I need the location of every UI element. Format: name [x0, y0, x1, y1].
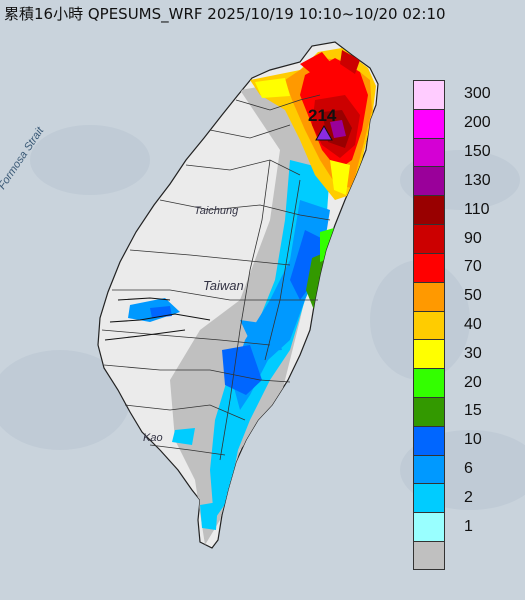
- legend-swatch: [413, 310, 445, 340]
- legend-label: 6: [464, 460, 473, 478]
- legend-label: 2: [464, 488, 473, 506]
- label-kao: Kao: [143, 432, 163, 444]
- legend-swatch: [413, 339, 445, 369]
- legend-swatch: [413, 166, 445, 196]
- sea-texture: [0, 125, 525, 510]
- legend-swatch: [413, 80, 445, 109]
- max-rain-marker: [315, 124, 333, 141]
- legend-swatch: [413, 512, 445, 541]
- legend-label: 130: [464, 171, 491, 189]
- legend-swatch: [413, 252, 445, 282]
- legend-label: 150: [464, 143, 491, 161]
- legend-label: 300: [464, 85, 491, 103]
- legend-label: 30: [464, 344, 482, 362]
- legend-label: 70: [464, 258, 482, 276]
- max-value-label: 214: [308, 106, 337, 125]
- map-title: 累積16小時 QPESUMS_WRF 2025/10/19 10:10~10/2…: [4, 5, 446, 23]
- rivers: [104, 297, 211, 341]
- legend-label: 10: [464, 431, 482, 449]
- legend-swatch: [413, 425, 445, 455]
- legend-label: 15: [464, 402, 482, 420]
- label-taichung: Taichung: [194, 205, 239, 217]
- legend-swatch: [413, 224, 445, 253]
- legend-label: 40: [464, 316, 482, 333]
- county-boundaries: [101, 94, 331, 461]
- legend-swatch: [413, 108, 445, 138]
- legend-label: 20: [464, 373, 482, 391]
- legend-swatch: [413, 281, 445, 311]
- legend-swatch: [413, 195, 445, 225]
- legend-color-bar: [413, 80, 445, 570]
- legend-label: 110: [464, 200, 490, 218]
- legend-swatch: [413, 541, 445, 570]
- legend-label: 90: [464, 229, 482, 247]
- legend-swatch: [413, 137, 445, 167]
- legend-label: 50: [464, 287, 482, 305]
- label-taiwan: Taiwan: [203, 278, 244, 293]
- legend-swatch: [413, 396, 445, 426]
- legend-swatch: [413, 454, 445, 484]
- legend-label: 1: [464, 517, 473, 535]
- legend-swatch: [413, 368, 445, 397]
- legend-swatch: [413, 483, 445, 513]
- legend-label: 200: [464, 114, 491, 132]
